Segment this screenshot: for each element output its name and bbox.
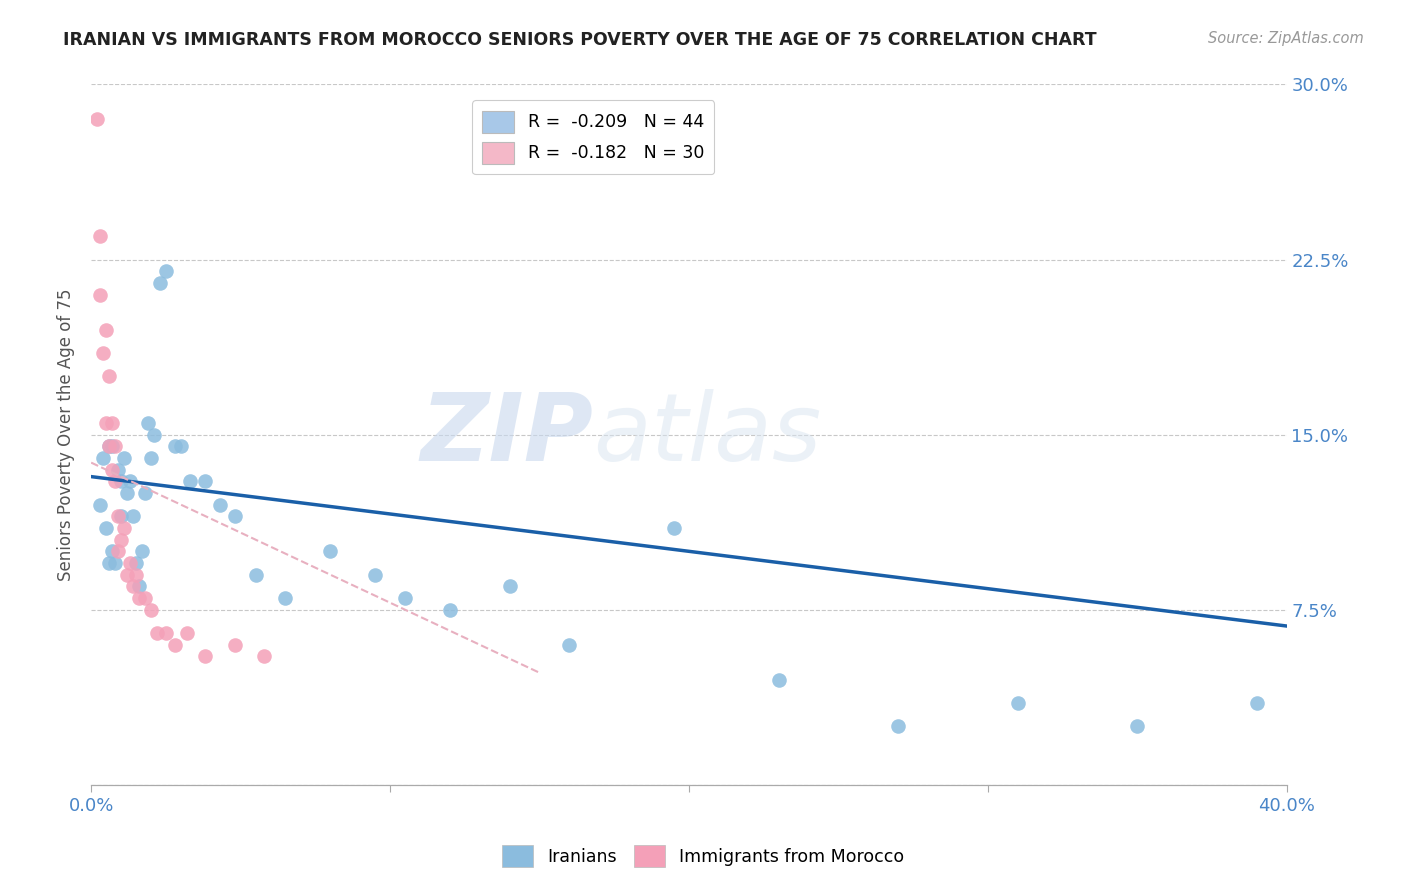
Point — [94, 416, 117, 430]
Point — [125, 556, 148, 570]
Point — [498, 579, 520, 593]
Point — [104, 475, 127, 489]
Point — [101, 416, 124, 430]
Point — [170, 439, 193, 453]
Point — [662, 521, 685, 535]
Point — [194, 649, 217, 664]
Point — [122, 509, 145, 524]
Point — [155, 626, 177, 640]
Point — [122, 579, 145, 593]
Point — [115, 486, 138, 500]
Point — [94, 521, 117, 535]
Point — [224, 638, 246, 652]
Point — [91, 346, 114, 360]
Point — [253, 649, 276, 664]
Point — [104, 556, 127, 570]
Point — [104, 439, 127, 453]
Point — [89, 229, 111, 244]
Text: ZIP: ZIP — [420, 389, 593, 481]
Point — [142, 427, 165, 442]
Point — [110, 509, 132, 524]
Point — [110, 533, 132, 547]
Point — [128, 591, 150, 605]
Point — [149, 276, 172, 290]
Y-axis label: Seniors Poverty Over the Age of 75: Seniors Poverty Over the Age of 75 — [58, 288, 75, 581]
Point — [245, 567, 267, 582]
Point — [768, 673, 790, 687]
Point — [274, 591, 297, 605]
Point — [319, 544, 342, 558]
Point — [364, 567, 387, 582]
Legend: R =  -0.209   N = 44, R =  -0.182   N = 30: R = -0.209 N = 44, R = -0.182 N = 30 — [472, 100, 714, 174]
Point — [101, 439, 124, 453]
Point — [136, 416, 159, 430]
Point — [107, 544, 129, 558]
Point — [134, 591, 156, 605]
Point — [163, 439, 186, 453]
Point — [91, 450, 114, 465]
Point — [98, 369, 121, 384]
Point — [176, 626, 198, 640]
Point — [128, 579, 150, 593]
Point — [394, 591, 416, 605]
Point — [107, 509, 129, 524]
Point — [110, 475, 132, 489]
Point — [1246, 696, 1268, 710]
Point — [89, 498, 111, 512]
Point — [134, 486, 156, 500]
Point — [118, 556, 141, 570]
Point — [107, 462, 129, 476]
Point — [1126, 719, 1149, 733]
Point — [94, 322, 117, 336]
Text: Source: ZipAtlas.com: Source: ZipAtlas.com — [1208, 31, 1364, 46]
Text: IRANIAN VS IMMIGRANTS FROM MOROCCO SENIORS POVERTY OVER THE AGE OF 75 CORRELATIO: IRANIAN VS IMMIGRANTS FROM MOROCCO SENIO… — [63, 31, 1097, 49]
Point — [163, 638, 186, 652]
Point — [224, 509, 246, 524]
Point — [139, 602, 162, 616]
Point — [118, 475, 141, 489]
Point — [101, 462, 124, 476]
Point — [139, 450, 162, 465]
Point — [98, 439, 121, 453]
Point — [131, 544, 153, 558]
Point — [155, 264, 177, 278]
Point — [115, 567, 138, 582]
Point — [89, 287, 111, 301]
Point — [112, 450, 135, 465]
Point — [208, 498, 231, 512]
Point — [86, 112, 108, 127]
Point — [146, 626, 169, 640]
Point — [179, 475, 201, 489]
Point — [887, 719, 910, 733]
Point — [98, 439, 121, 453]
Point — [125, 567, 148, 582]
Point — [98, 556, 121, 570]
Point — [439, 602, 461, 616]
Point — [1007, 696, 1029, 710]
Point — [101, 544, 124, 558]
Point — [194, 475, 217, 489]
Text: atlas: atlas — [593, 389, 821, 480]
Point — [112, 521, 135, 535]
Legend: Iranians, Immigrants from Morocco: Iranians, Immigrants from Morocco — [495, 838, 911, 874]
Point — [558, 638, 581, 652]
